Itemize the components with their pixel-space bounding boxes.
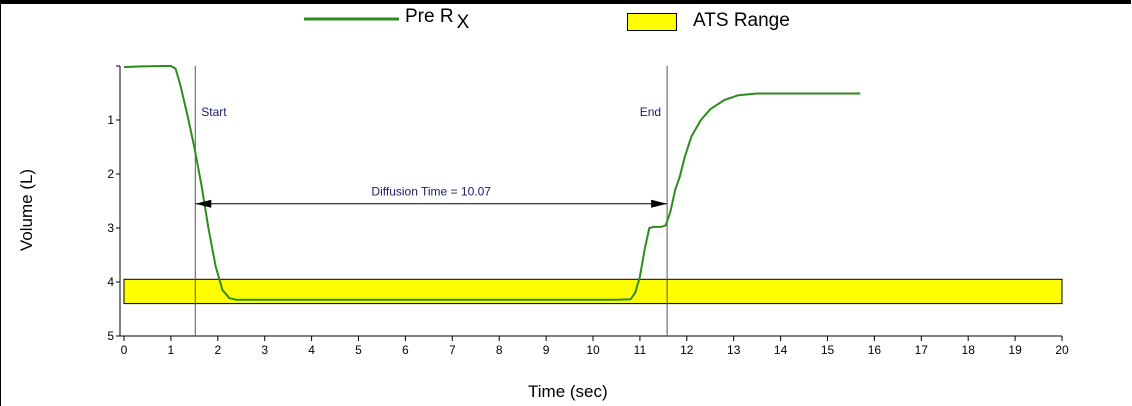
marker-label-start: Start [201, 105, 227, 119]
x-tick-label: 13 [727, 343, 741, 357]
legend-series-name: Pre R [405, 6, 454, 27]
x-tick-label: 8 [496, 343, 503, 357]
legend-range-swatch [627, 13, 677, 31]
y-tick-label: 2 [107, 167, 114, 181]
x-tick-label: 10 [586, 343, 600, 357]
x-tick-label: 19 [1008, 343, 1022, 357]
x-tick-label: 1 [168, 343, 175, 357]
y-tick-label: 1 [107, 113, 114, 127]
x-tick-label: 3 [261, 343, 268, 357]
x-tick-label: 14 [774, 343, 788, 357]
x-tick-label: 5 [355, 343, 362, 357]
legend-series-swatch [304, 17, 399, 21]
x-tick-label: 17 [915, 343, 929, 357]
marker-label-end: End [640, 105, 661, 119]
x-tick-label: 15 [821, 343, 835, 357]
diffusion-time-label: Diffusion Time = 10.07 [371, 185, 491, 199]
x-tick-label: 20 [1055, 343, 1069, 357]
diffusion-arrow-head-left [195, 199, 212, 208]
series-line [123, 65, 861, 301]
legend-range-label: ATS Range [693, 10, 790, 31]
x-tick-label: 18 [962, 343, 976, 357]
x-tick-label: 7 [449, 343, 456, 357]
diffusion-arrow-head-right [651, 199, 668, 208]
x-tick-label: 11 [634, 343, 647, 357]
x-tick-label: 16 [868, 343, 882, 357]
x-tick-label: 9 [543, 343, 550, 357]
x-tick-label: 4 [308, 343, 315, 357]
y-tick-label: 5 [107, 329, 114, 343]
x-tick-label: 0 [121, 343, 128, 357]
x-tick-label: 6 [402, 343, 409, 357]
legend-series-subscript: X [456, 12, 470, 33]
x-tick-label: 12 [680, 343, 694, 357]
y-tick-label: 4 [107, 275, 114, 289]
x-axis-label: Time (sec) [528, 382, 608, 401]
x-tick-label: 2 [214, 343, 221, 357]
y-tick-label: 3 [107, 221, 114, 235]
